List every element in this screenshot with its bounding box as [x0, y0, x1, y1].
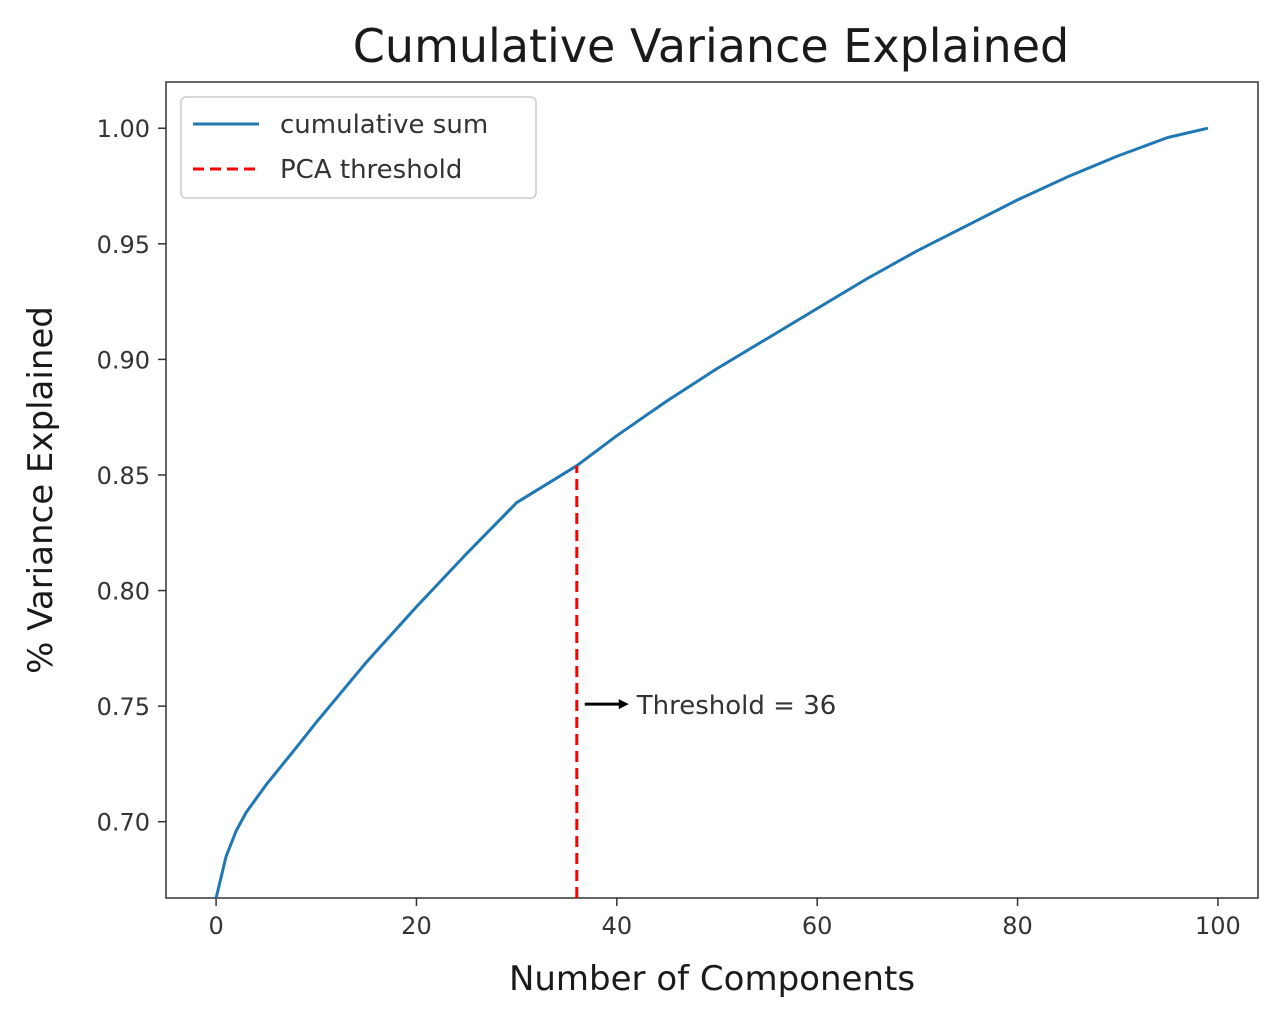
- y-axis-label: % Variance Explained: [21, 306, 61, 674]
- annotation-layer: Threshold = 36: [584, 691, 837, 721]
- x-axis-label: Number of Components: [509, 959, 915, 999]
- legend: cumulative sum PCA threshold: [180, 96, 537, 199]
- x-tick-label: 60: [802, 912, 833, 940]
- y-tick-label: 0.95: [97, 231, 150, 259]
- legend-label-cumulative-sum: cumulative sum: [280, 110, 488, 140]
- y-tick-label: 0.85: [97, 462, 150, 490]
- x-tick-label: 20: [401, 912, 432, 940]
- legend-box: [180, 96, 537, 199]
- x-tick-label: 100: [1195, 912, 1241, 940]
- series-line-cumulative-sum: [214, 126, 1209, 899]
- chart-title: Cumulative Variance Explained: [353, 19, 1069, 73]
- threshold-annotation: Threshold = 36: [636, 691, 837, 721]
- x-tick-label: 80: [1002, 912, 1033, 940]
- legend-label-pca-threshold: PCA threshold: [280, 155, 462, 185]
- x-tick-label: 0: [208, 912, 223, 940]
- y-axis-ticks: 0.70 0.75 0.80 0.85 0.90 0.95 1.00: [97, 115, 166, 837]
- x-tick-label: 40: [602, 912, 633, 940]
- x-axis-ticks: 0 20 40 60 80 100: [208, 898, 1241, 940]
- y-tick-label: 1.00: [97, 115, 150, 143]
- y-tick-label: 0.75: [97, 693, 150, 721]
- y-tick-label: 0.90: [97, 346, 150, 374]
- plot-area: [165, 81, 1259, 899]
- plot-frame: [165, 81, 1259, 899]
- annotation-arrow-head: [618, 699, 629, 710]
- y-tick-label: 0.80: [97, 578, 150, 606]
- y-tick-label: 0.70: [97, 809, 150, 837]
- series-layer: [214, 126, 1209, 899]
